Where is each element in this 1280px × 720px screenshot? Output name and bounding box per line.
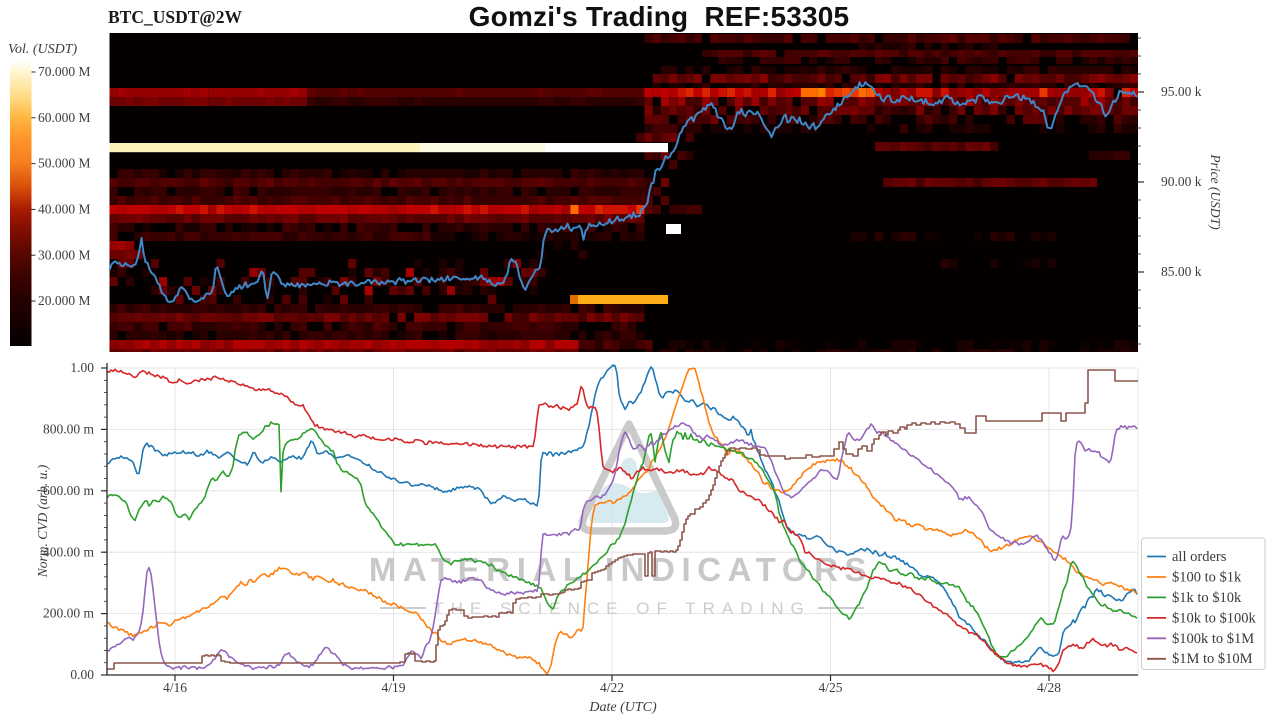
svg-text:4/16: 4/16 xyxy=(163,680,187,695)
svg-text:Price (USDT): Price (USDT) xyxy=(1208,153,1223,230)
svg-text:THE SCIENCE OF TRADING: THE SCIENCE OF TRADING xyxy=(433,599,811,618)
svg-text:90.00 k: 90.00 k xyxy=(1161,174,1202,189)
svg-text:$100k to $1M: $100k to $1M xyxy=(1172,631,1254,647)
svg-text:Vol. (USDT): Vol. (USDT) xyxy=(8,42,78,57)
svg-text:Gomzi's Trading REF:53305: Gomzi's Trading REF:53305 xyxy=(469,1,850,32)
svg-text:4/19: 4/19 xyxy=(381,680,405,695)
svg-text:Norm. CVD (arb. u.): Norm. CVD (arb. u.) xyxy=(35,464,50,578)
svg-text:600.00 m: 600.00 m xyxy=(43,483,95,498)
svg-text:$1k to $10k: $1k to $10k xyxy=(1172,590,1242,606)
svg-text:20.000 M: 20.000 M xyxy=(38,293,91,308)
svg-text:$1M to $10M: $1M to $10M xyxy=(1172,651,1253,667)
svg-text:400.00 m: 400.00 m xyxy=(43,544,95,559)
svg-text:$100 to $1k: $100 to $1k xyxy=(1172,570,1242,586)
svg-text:40.000 M: 40.000 M xyxy=(38,201,91,216)
svg-text:all orders: all orders xyxy=(1172,549,1227,565)
svg-text:Date (UTC): Date (UTC) xyxy=(588,700,657,715)
svg-text:60.000 M: 60.000 M xyxy=(38,110,91,125)
svg-text:4/25: 4/25 xyxy=(818,680,842,695)
svg-text:0.00: 0.00 xyxy=(70,667,94,682)
svg-text:$10k to $100k: $10k to $100k xyxy=(1172,610,1257,626)
svg-text:200.00 m: 200.00 m xyxy=(43,606,95,621)
svg-text:BTC_USDT@2W: BTC_USDT@2W xyxy=(108,7,242,27)
svg-text:50.000 M: 50.000 M xyxy=(38,156,91,171)
svg-text:4/22: 4/22 xyxy=(600,680,624,695)
svg-text:85.00 k: 85.00 k xyxy=(1161,264,1202,279)
svg-text:1.00: 1.00 xyxy=(70,360,94,375)
svg-text:800.00 m: 800.00 m xyxy=(43,421,95,436)
svg-text:70.000 M: 70.000 M xyxy=(38,64,91,79)
svg-text:30.000 M: 30.000 M xyxy=(38,247,91,262)
svg-text:95.00 k: 95.00 k xyxy=(1161,84,1202,99)
svg-text:4/28: 4/28 xyxy=(1037,680,1061,695)
